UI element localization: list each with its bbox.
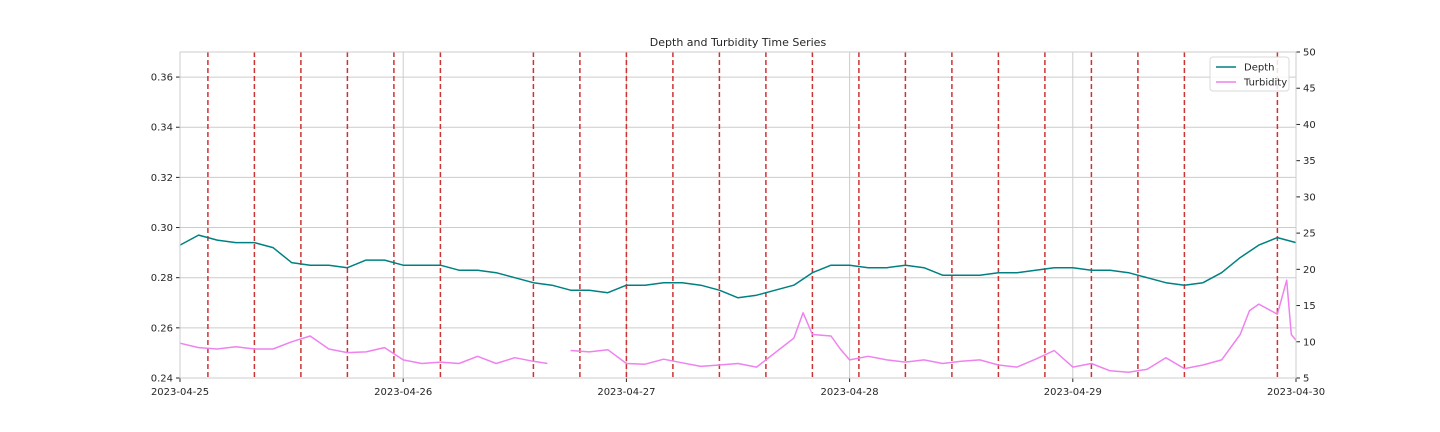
series-line-depth [179,234,1297,299]
chart-title: Depth and Turbidity Time Series [650,36,827,49]
x-tick-label: 2023-04-27 [597,387,655,398]
y-left-tick-label: 0.36 [151,73,173,84]
plot-frame [179,51,1297,379]
legend: Depth Turbidity [1209,56,1290,92]
y-right-tick-label: 15 [1303,301,1316,312]
y-right-tick-label: 25 [1303,229,1316,240]
y-right-tick-label: 20 [1303,265,1316,276]
series-line-turbidity [179,335,548,365]
series-layer [179,234,1297,373]
y-right-tick-label: 10 [1303,337,1316,348]
x-tick-label: 2023-04-30 [1267,387,1325,398]
x-tick-label: 2023-04-26 [374,387,432,398]
legend-label: Turbidity [1243,78,1287,89]
x-tick-label: 2023-04-25 [151,387,209,398]
vertical-markers [207,52,1279,378]
y-right-tick-label: 5 [1303,374,1309,385]
series-turbidity [179,279,1297,373]
x-tick-label: 2023-04-28 [821,387,879,398]
y-left-tick-label: 0.34 [151,123,173,134]
series-depth [179,234,1297,299]
y-left-tick-label: 0.32 [151,173,173,184]
legend-label: Depth [1244,63,1274,74]
y-left-tick-label: 0.24 [151,374,173,385]
x-tick-label: 2023-04-29 [1044,387,1102,398]
series-line-turbidity [570,279,1297,373]
axes: 0.24 0.26 0.28 0.30 0.32 0.34 0.36 2023-04-25 20… [151,48,1325,399]
y-left-tick-label: 0.28 [151,273,173,284]
y-right-tick-label: 45 [1303,84,1316,95]
y-left-tick-label: 0.30 [151,223,173,234]
y-right-tick-label: 50 [1303,48,1316,59]
y-right-tick-label: 30 [1303,192,1316,203]
y-right-tick-label: 35 [1303,156,1316,167]
y-left-tick-label: 0.26 [151,323,173,334]
y-right-tick-label: 40 [1303,120,1316,131]
